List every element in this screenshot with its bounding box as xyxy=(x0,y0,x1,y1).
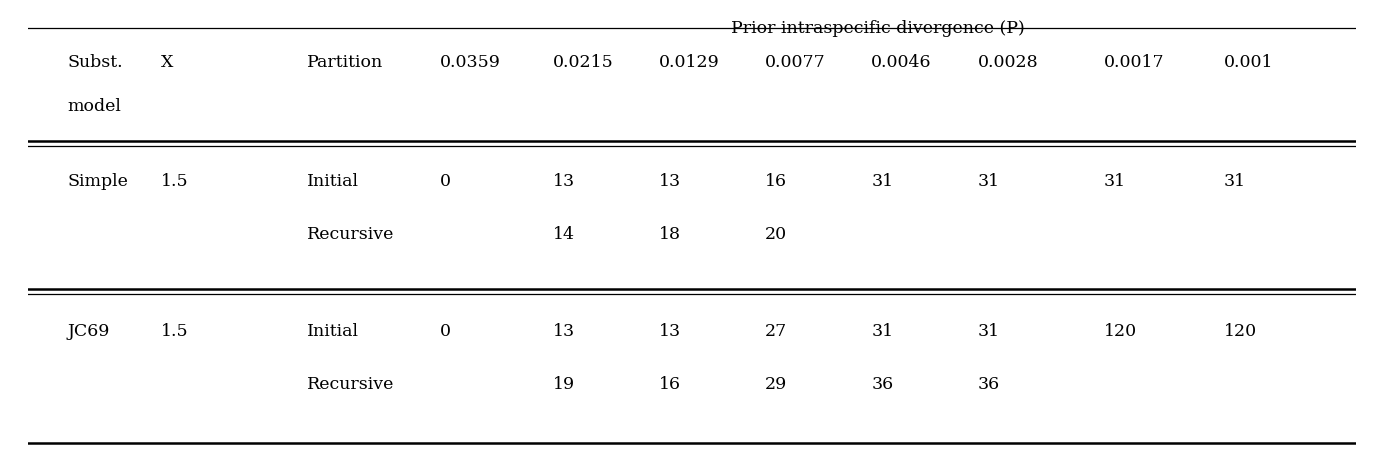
Text: 31: 31 xyxy=(977,173,999,190)
Text: 16: 16 xyxy=(659,375,681,392)
Text: Recursive: Recursive xyxy=(307,225,394,242)
Text: 13: 13 xyxy=(552,322,574,339)
Text: 0.0215: 0.0215 xyxy=(552,54,613,71)
Text: 120: 120 xyxy=(1104,322,1138,339)
Text: Initial: Initial xyxy=(307,173,358,190)
Text: 31: 31 xyxy=(977,322,999,339)
Text: 31: 31 xyxy=(1104,173,1127,190)
Text: 13: 13 xyxy=(659,322,681,339)
Text: 31: 31 xyxy=(872,173,894,190)
Text: 31: 31 xyxy=(872,322,894,339)
Text: JC69: JC69 xyxy=(68,322,109,339)
Text: 27: 27 xyxy=(765,322,787,339)
Text: Initial: Initial xyxy=(307,322,358,339)
Text: 0.001: 0.001 xyxy=(1223,54,1273,71)
Text: 0: 0 xyxy=(440,173,451,190)
Text: 1.5: 1.5 xyxy=(161,322,188,339)
Text: 19: 19 xyxy=(552,375,574,392)
Text: 0.0046: 0.0046 xyxy=(872,54,931,71)
Text: 0.0077: 0.0077 xyxy=(765,54,826,71)
Text: 36: 36 xyxy=(977,375,999,392)
Text: 0.0359: 0.0359 xyxy=(440,54,501,71)
Text: X: X xyxy=(161,54,173,71)
Text: 1.5: 1.5 xyxy=(161,173,188,190)
Text: Simple: Simple xyxy=(68,173,129,190)
Text: 20: 20 xyxy=(765,225,787,242)
Text: Subst.: Subst. xyxy=(68,54,123,71)
Text: 0.0129: 0.0129 xyxy=(659,54,720,71)
Text: Prior intraspecific divergence (P): Prior intraspecific divergence (P) xyxy=(731,20,1026,37)
Text: 13: 13 xyxy=(552,173,574,190)
Text: 120: 120 xyxy=(1223,322,1257,339)
Text: Recursive: Recursive xyxy=(307,375,394,392)
Text: 36: 36 xyxy=(872,375,894,392)
Text: 16: 16 xyxy=(765,173,787,190)
Text: 29: 29 xyxy=(765,375,787,392)
Text: 13: 13 xyxy=(659,173,681,190)
Text: 14: 14 xyxy=(552,225,574,242)
Text: 0: 0 xyxy=(440,322,451,339)
Text: 31: 31 xyxy=(1223,173,1246,190)
Text: 18: 18 xyxy=(659,225,681,242)
Text: 0.0017: 0.0017 xyxy=(1104,54,1164,71)
Text: Partition: Partition xyxy=(307,54,383,71)
Text: model: model xyxy=(68,98,122,115)
Text: 0.0028: 0.0028 xyxy=(977,54,1038,71)
